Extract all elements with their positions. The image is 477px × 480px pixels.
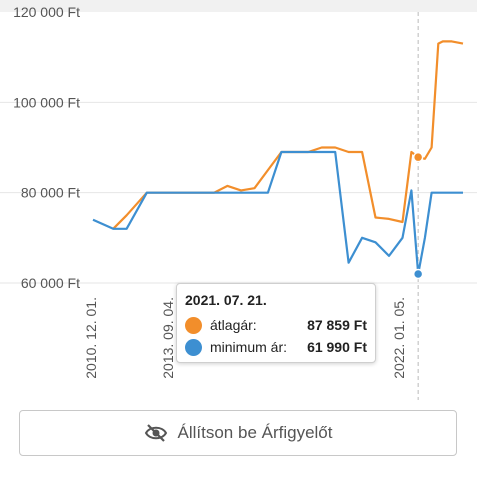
tooltip-label-minimum: minimum ár: <box>210 339 288 355</box>
top-strip <box>0 0 477 12</box>
tooltip-row-average: átlagár: 87 859 Ft <box>185 314 367 336</box>
price-alert-label: Állítson be Árfigyelőt <box>177 423 333 442</box>
tooltip-label-average: átlagár: <box>210 317 257 333</box>
highlight-markers <box>412 151 424 280</box>
y-axis-ticks: 60 000 Ft 80 000 Ft 100 000 Ft 120 000 Ft <box>13 4 80 291</box>
price-history-chart[interactable]: 60 000 Ft 80 000 Ft 100 000 Ft 120 000 Ft 2… <box>0 0 477 400</box>
tooltip-row-minimum: minimum ár: 61 990 Ft <box>185 336 367 358</box>
minimum-price-dot <box>185 338 202 356</box>
chart-tooltip: 2021. 07. 21. átlagár: 87 859 Ft minimum… <box>176 283 376 363</box>
average-price-dot <box>185 316 202 334</box>
tooltip-date: 2021. 07. 21. <box>185 292 267 308</box>
price-alert-button[interactable]: Állítson be Árfigyelőt <box>19 410 457 456</box>
tooltip-value-average: 87 859 Ft <box>307 317 367 333</box>
eye-slash-icon <box>144 424 167 442</box>
series-lines <box>92 40 464 276</box>
x-tick-label: 2010. 12. 01. <box>83 297 99 379</box>
x-tick-label: 2022. 01. 05. <box>391 297 407 379</box>
tooltip-value-minimum: 61 990 Ft <box>307 339 367 355</box>
x-tick-label: 2013. 09. 04. <box>160 297 176 379</box>
y-tick-label: 80 000 Ft <box>21 185 80 201</box>
series-line-1 <box>92 150 463 276</box>
y-tick-label: 120 000 Ft <box>13 4 80 20</box>
y-tick-label: 60 000 Ft <box>21 275 80 291</box>
y-tick-label: 100 000 Ft <box>13 94 80 110</box>
highlight-point-1 <box>412 268 424 280</box>
highlight-point-0 <box>412 151 424 163</box>
